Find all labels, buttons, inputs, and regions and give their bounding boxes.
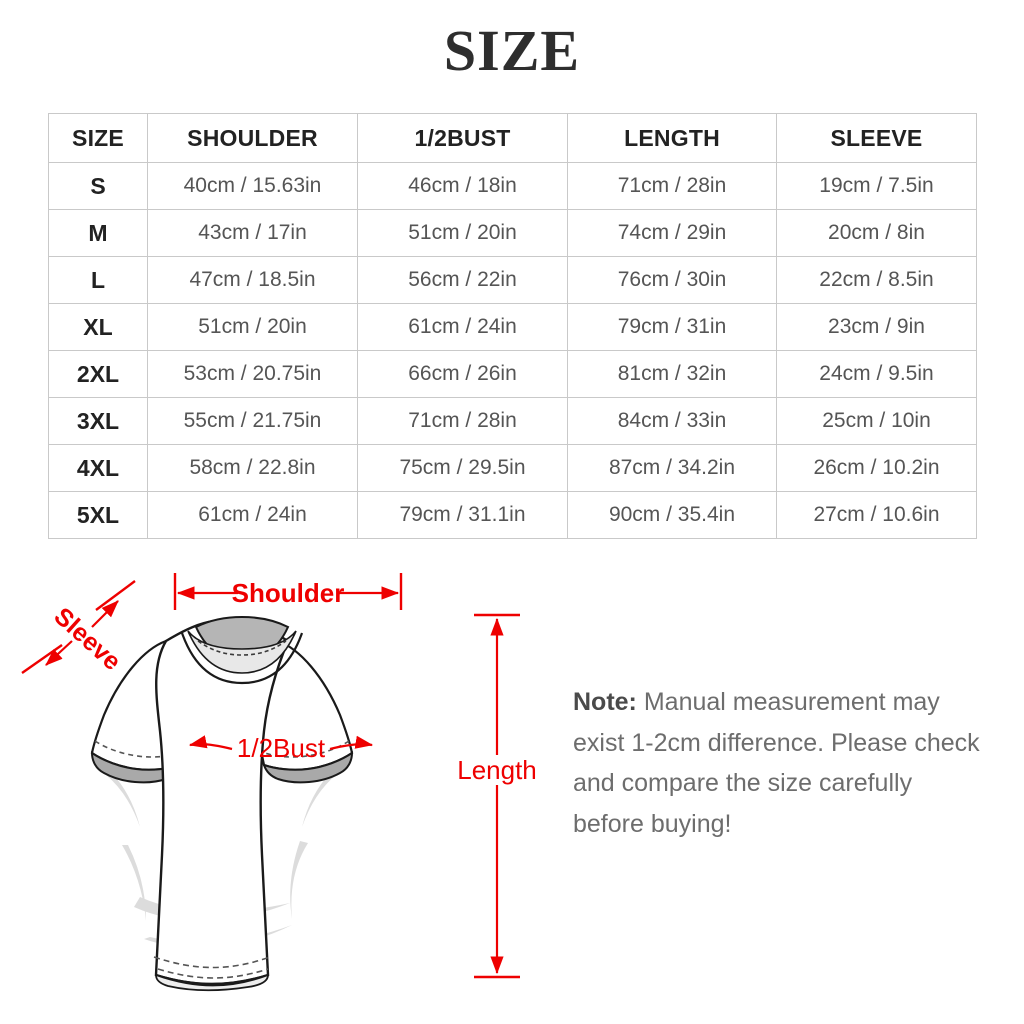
cell-size: 3XL: [48, 397, 148, 445]
note-label: Note:: [573, 688, 637, 716]
table-row: 2XL 53cm / 20.75in 66cm / 26in 81cm / 32…: [48, 350, 977, 398]
right-cuff-opening: [262, 751, 354, 784]
shoulder-label: Shoulder: [232, 578, 345, 608]
hem-band: [155, 973, 269, 992]
cell-shoulder: 43cm / 17in: [147, 209, 358, 257]
tshirt-illustration: [90, 615, 354, 992]
cell-size: 2XL: [48, 350, 148, 398]
cell-shoulder: 40cm / 15.63in: [147, 162, 358, 210]
cell-bust: 75cm / 29.5in: [357, 444, 568, 492]
sleeve-arrow-bottom: [45, 640, 73, 666]
column-header-size: SIZE: [48, 113, 148, 163]
note-text: Manual measurement may exist 1-2cm diffe…: [573, 688, 980, 838]
collar-stitching: [197, 640, 287, 656]
bust-dimension: 1/2Bust: [188, 733, 374, 763]
cell-bust: 66cm / 26in: [357, 350, 568, 398]
table-row: L 47cm / 18.5in 56cm / 22in 76cm / 30in …: [48, 256, 977, 304]
cell-bust: 61cm / 24in: [357, 303, 568, 351]
cell-sleeve: 27cm / 10.6in: [776, 491, 977, 539]
cell-length: 81cm / 32in: [567, 350, 777, 398]
cell-bust: 79cm / 31.1in: [357, 491, 568, 539]
cell-length: 90cm / 35.4in: [567, 491, 777, 539]
hem-stitching-upper: [153, 956, 271, 969]
cell-size: S: [48, 162, 148, 210]
bust-arrow-left: [188, 735, 233, 751]
collar-band: [187, 630, 297, 674]
sleeve-tick-bottom: [21, 644, 63, 674]
cell-length: 84cm / 33in: [567, 397, 777, 445]
cell-sleeve: 22cm / 8.5in: [776, 256, 977, 304]
tshirt-torso: [154, 618, 290, 986]
cell-size: L: [48, 256, 148, 304]
cell-bust: 71cm / 28in: [357, 397, 568, 445]
cell-sleeve: 23cm / 9in: [776, 303, 977, 351]
table-header-row: SIZE SHOULDER 1/2BUST LENGTH SLEEVE: [48, 113, 977, 163]
length-label: Length: [457, 755, 537, 785]
tshirt-measurement-diagram: Shoulder Sleeve 1/2Bust Length: [0, 545, 560, 1015]
cell-sleeve: 20cm / 8in: [776, 209, 977, 257]
sleeve-tick-top: [95, 580, 136, 611]
cell-bust: 46cm / 18in: [357, 162, 568, 210]
cell-sleeve: 24cm / 9.5in: [776, 350, 977, 398]
cell-sleeve: 26cm / 10.2in: [776, 444, 977, 492]
cell-shoulder: 51cm / 20in: [147, 303, 358, 351]
column-header-bust: 1/2BUST: [357, 113, 568, 163]
column-header-sleeve: SLEEVE: [776, 113, 977, 163]
bust-label: 1/2Bust: [237, 733, 326, 763]
table-row: M 43cm / 17in 51cm / 20in 74cm / 29in 20…: [48, 209, 977, 257]
cell-size: XL: [48, 303, 148, 351]
cell-shoulder: 61cm / 24in: [147, 491, 358, 539]
cell-bust: 56cm / 22in: [357, 256, 568, 304]
sleeve-arrow-top: [91, 600, 119, 628]
sleeve-label: Sleeve: [49, 602, 127, 676]
shoulder-dimension: Shoulder: [173, 573, 403, 610]
cell-size: 5XL: [48, 491, 148, 539]
table-row: S 40cm / 15.63in 46cm / 18in 71cm / 28in…: [48, 162, 977, 210]
cell-size: M: [48, 209, 148, 257]
table-row: 3XL 55cm / 21.75in 71cm / 28in 84cm / 33…: [48, 397, 977, 445]
hem-stitching-lower: [157, 968, 269, 979]
neckline-outline: [180, 632, 304, 685]
column-header-length: LENGTH: [567, 113, 777, 163]
bust-arrow-right: [329, 735, 374, 751]
page-title: SIZE: [443, 18, 581, 83]
cell-length: 79cm / 31in: [567, 303, 777, 351]
cell-shoulder: 47cm / 18.5in: [147, 256, 358, 304]
cell-sleeve: 19cm / 7.5in: [776, 162, 977, 210]
size-chart-table: SIZE SHOULDER 1/2BUST LENGTH SLEEVE S 40…: [48, 113, 977, 539]
cell-size: 4XL: [48, 444, 148, 492]
cell-length: 74cm / 29in: [567, 209, 777, 257]
right-cuff-stitching: [261, 740, 350, 758]
note-block: Note: Manual measurement may exist 1-2cm…: [573, 682, 983, 844]
table-row: XL 51cm / 20in 61cm / 24in 79cm / 31in 2…: [48, 303, 977, 351]
size-chart-table-container: SIZE SHOULDER 1/2BUST LENGTH SLEEVE S 40…: [48, 113, 977, 539]
sleeve-dimension: Sleeve: [21, 580, 136, 676]
cell-bust: 51cm / 20in: [357, 209, 568, 257]
table-row: 5XL 61cm / 24in 79cm / 31.1in 90cm / 35.…: [48, 491, 977, 539]
cell-length: 71cm / 28in: [567, 162, 777, 210]
cell-shoulder: 55cm / 21.75in: [147, 397, 358, 445]
table-row: 4XL 58cm / 22.8in 75cm / 29.5in 87cm / 3…: [48, 444, 977, 492]
cell-length: 87cm / 34.2in: [567, 444, 777, 492]
cell-shoulder: 53cm / 20.75in: [147, 350, 358, 398]
cell-shoulder: 58cm / 22.8in: [147, 444, 358, 492]
cell-length: 76cm / 30in: [567, 256, 777, 304]
column-header-shoulder: SHOULDER: [147, 113, 358, 163]
cell-sleeve: 25cm / 10in: [776, 397, 977, 445]
length-dimension: Length: [457, 613, 537, 979]
